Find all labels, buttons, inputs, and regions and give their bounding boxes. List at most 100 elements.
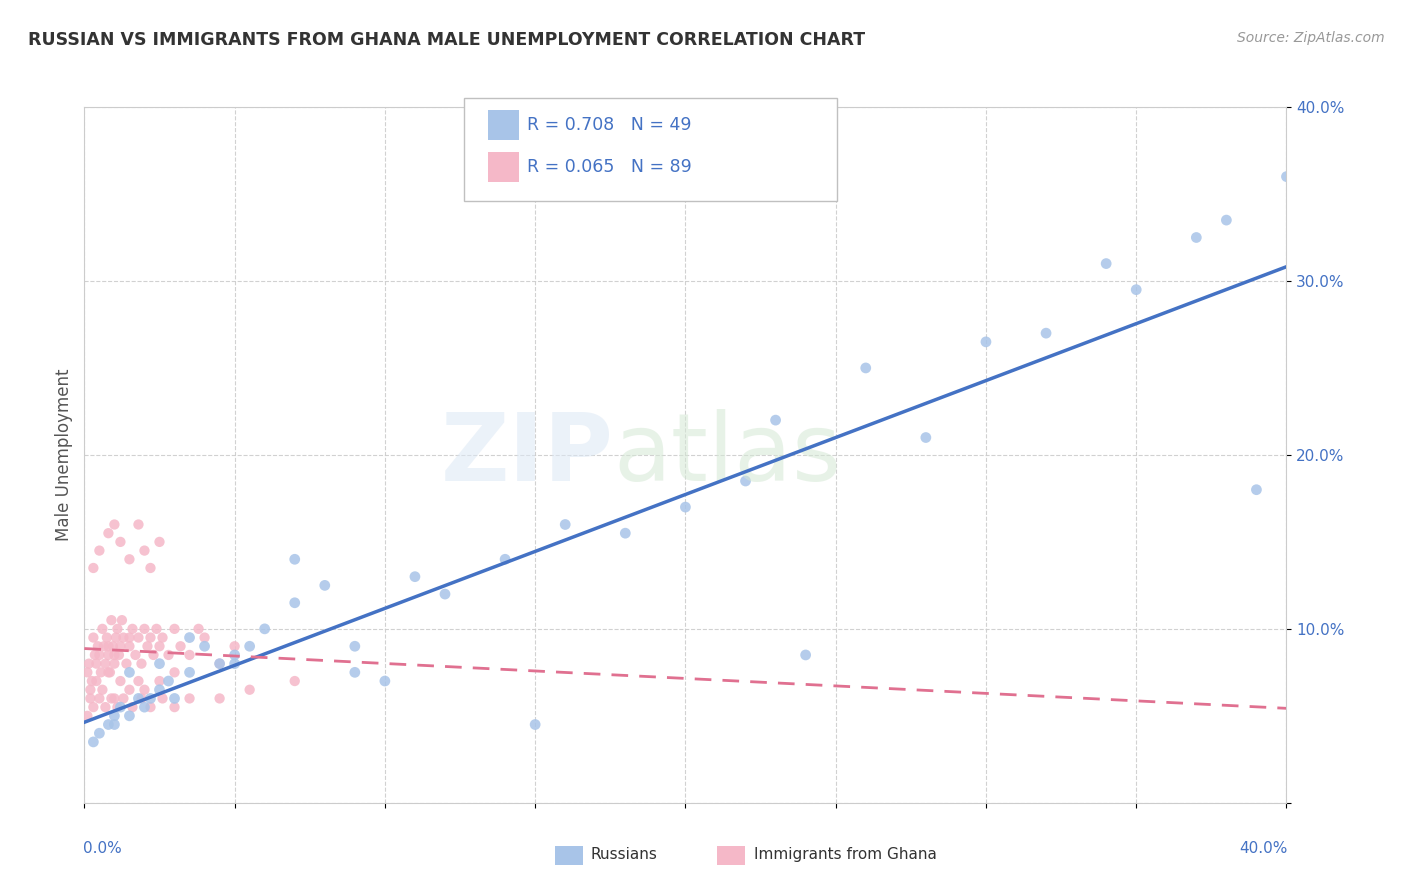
Point [224,657,246,671]
Point [1095,256,1118,270]
Point [131,657,153,671]
Point [253,622,276,636]
Text: RUSSIAN VS IMMIGRANTS FROM GHANA MALE UNEMPLOYMENT CORRELATION CHART: RUSSIAN VS IMMIGRANTS FROM GHANA MALE UN… [28,31,865,49]
Point [97,717,120,731]
Point [86,674,108,689]
Point [142,648,165,662]
Point [76,708,98,723]
Point [103,691,125,706]
Point [157,674,180,689]
Point [127,517,149,532]
Point [115,657,138,671]
Point [163,691,186,706]
Point [91,622,114,636]
Point [152,631,174,645]
Point [974,334,997,349]
Point [118,552,141,566]
Point [148,682,170,697]
Point [284,552,307,566]
Point [239,682,262,697]
Point [94,657,117,671]
Point [434,587,457,601]
Point [103,717,125,731]
Point [101,639,124,653]
Point [224,639,246,653]
Point [765,413,787,427]
Y-axis label: Male Unemployment: Male Unemployment [55,368,73,541]
Point [152,691,174,706]
Point [118,708,141,723]
Point [179,631,201,645]
Point [82,735,104,749]
Point [404,570,426,584]
Point [208,691,231,706]
Point [194,639,217,653]
Point [127,631,149,645]
Point [163,700,186,714]
Point [96,631,118,645]
Point [112,691,135,706]
Point [107,622,129,636]
Point [163,622,186,636]
Point [554,517,576,532]
Point [157,648,180,662]
Point [1215,213,1237,227]
Point [112,631,135,645]
Point [82,700,104,714]
Point [94,700,117,714]
Point [98,665,121,680]
Point [87,639,110,653]
Point [614,526,637,541]
Point [734,474,756,488]
Point [163,665,186,680]
Point [284,596,307,610]
Point [794,648,817,662]
Point [179,648,201,662]
Text: ZIP: ZIP [440,409,613,501]
Point [83,648,105,662]
Point [79,682,101,697]
Point [89,543,111,558]
Point [89,648,111,662]
Point [187,622,209,636]
Point [110,534,132,549]
Point [239,639,262,653]
Point [284,674,307,689]
Point [86,657,108,671]
Point [1275,169,1298,184]
Point [127,691,149,706]
Point [136,639,159,653]
Point [110,700,132,714]
Point [343,665,366,680]
Point [89,691,111,706]
Point [148,534,170,549]
Point [110,674,132,689]
Point [314,578,336,592]
Point [139,700,162,714]
Text: 40.0%: 40.0% [1239,841,1288,856]
Point [148,657,170,671]
Point [103,657,125,671]
Point [148,674,170,689]
Point [343,639,366,653]
Point [524,717,547,731]
Point [494,552,516,566]
Point [118,639,141,653]
Point [124,648,146,662]
Point [121,622,143,636]
Point [82,561,104,575]
Point [118,682,141,697]
Point [97,526,120,541]
Point [855,360,877,375]
Point [194,631,217,645]
Point [208,657,231,671]
Point [1246,483,1268,497]
Point [169,639,191,653]
Point [77,657,100,671]
Point [93,639,115,653]
Point [675,500,697,514]
Point [139,691,162,706]
Point [118,631,141,645]
Point [103,708,125,723]
Point [97,665,120,680]
